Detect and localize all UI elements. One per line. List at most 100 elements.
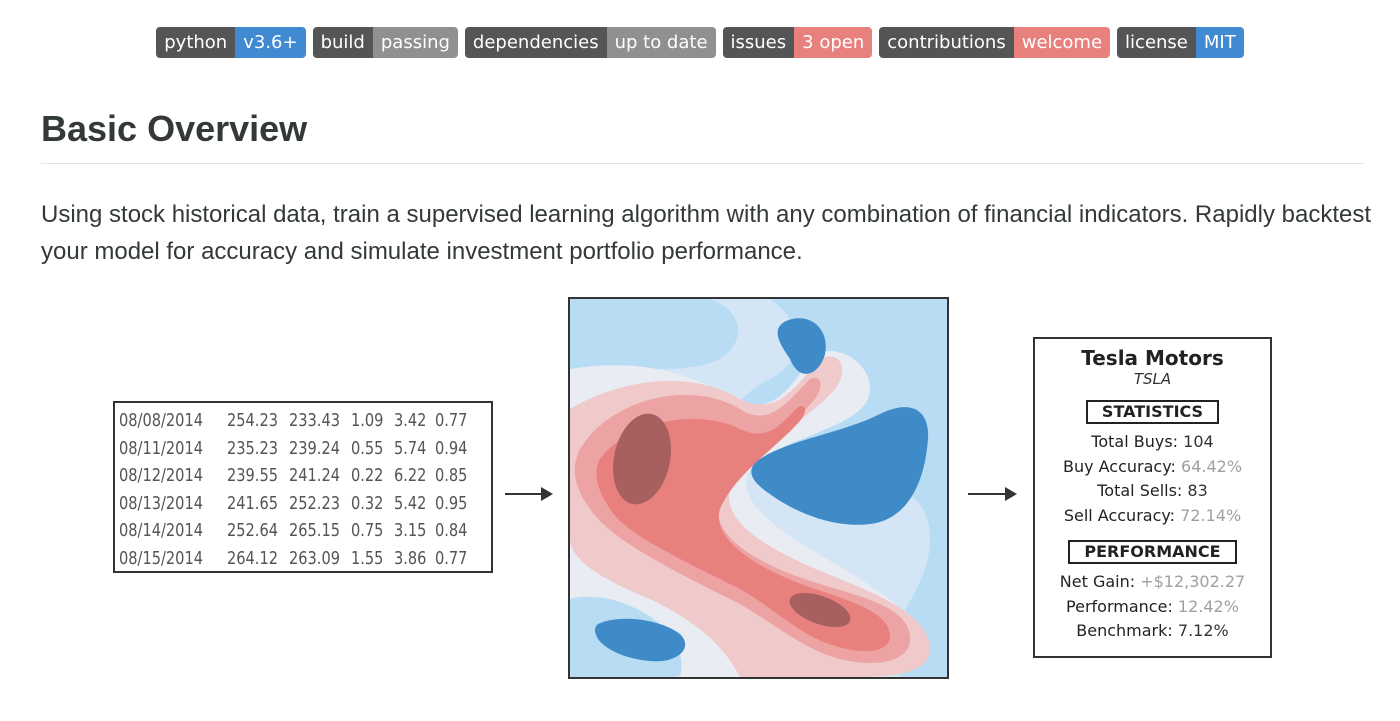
stat-value: 12.42% [1177, 596, 1239, 616]
table-cell: 241.24 [289, 465, 340, 486]
table-cell: 5.74 [394, 437, 427, 459]
table-row: 08/14/2014 252.64 265.15 0.75 3.15 0.84 [119, 517, 491, 545]
table-cell: 3.15 [394, 520, 427, 541]
table-cell: 241.65 [227, 492, 278, 514]
heatmap-blue-light [570, 299, 739, 379]
heading-divider [41, 163, 1364, 164]
table-cell: 08/14/2014 [119, 520, 203, 541]
table-cell: 1.55 [351, 547, 384, 569]
stat-value: 83 [1187, 481, 1208, 500]
stat-value: 72.14% [1180, 505, 1242, 525]
section-heading: Basic Overview [41, 108, 308, 149]
stat-value: 104 [1183, 432, 1214, 451]
stat-total-buys: Total Buys: 104 [1035, 430, 1270, 455]
stat-label: Net Gain: [1059, 572, 1136, 591]
stat-value: 64.42% [1181, 456, 1243, 476]
badge-label: dependencies [464, 27, 607, 58]
table-cell: 0.94 [435, 437, 468, 459]
badge-value: passing [372, 27, 458, 58]
stat-performance: Performance: 12.42% [1035, 595, 1270, 620]
company-name: Tesla Motors [1081, 346, 1224, 370]
table-cell: 08/08/2014 [119, 410, 203, 431]
table-row: 08/12/2014 239.55 241.24 0.22 6.22 0.85 [119, 462, 491, 490]
heatmap-blue-dark [751, 407, 929, 525]
contributions-badge[interactable]: contributions welcome [879, 27, 1111, 58]
table-cell: 235.23 [227, 437, 278, 459]
table-cell: 08/11/2014 [119, 437, 203, 459]
issues-badge[interactable]: issues 3 open [722, 27, 873, 58]
stat-buy-accuracy: Buy Accuracy: 64.42% [1035, 455, 1270, 480]
table-cell: 0.77 [435, 410, 468, 431]
heatmap-red-dark [612, 413, 672, 505]
table-cell: 265.15 [289, 520, 340, 541]
table-cell: 264.12 [227, 547, 278, 569]
section-description: Using stock historical data, train a sup… [41, 201, 1371, 265]
table-cell: 08/15/2014 [119, 547, 203, 569]
table-cell: 263.09 [289, 547, 340, 569]
heatmap-blue-dark [595, 618, 686, 662]
table-row: 08/15/2014 264.12 263.09 1.55 3.86 0.77 [119, 545, 491, 573]
badge-label: python [156, 27, 236, 58]
heatmap-graphic [570, 299, 947, 677]
table-cell: 0.84 [435, 520, 468, 541]
table-cell: 5.42 [394, 492, 427, 514]
dependencies-badge[interactable]: dependencies up to date [464, 27, 716, 58]
stat-net-gain: Net Gain: +$12,302.27 [1035, 570, 1270, 595]
build-status-badge[interactable]: build passing [312, 27, 458, 58]
table-cell: 0.55 [351, 437, 384, 459]
table-cell: 0.77 [435, 547, 468, 569]
table-cell: 0.85 [435, 465, 468, 486]
table-cell: 233.43 [289, 410, 340, 431]
heatmap-blue-dark [777, 318, 826, 374]
stat-label: Buy Accuracy: [1062, 456, 1176, 476]
table-cell: 254.23 [227, 410, 278, 431]
table-row: 08/11/2014 235.23 239.24 0.55 5.74 0.94 [119, 435, 491, 463]
table-cell: 0.32 [351, 492, 384, 514]
badge-label: issues [722, 27, 795, 58]
badge-value: up to date [606, 27, 716, 58]
table-cell: 3.42 [394, 410, 427, 431]
table-cell: 0.75 [351, 520, 384, 541]
table-row: 08/13/2014 241.65 252.23 0.32 5.42 0.95 [119, 490, 491, 518]
table-cell: 08/12/2014 [119, 465, 203, 486]
arrow-right-icon [968, 487, 1017, 501]
model-heatmap [568, 297, 949, 679]
badge-value: MIT [1195, 27, 1244, 58]
badge-label: license [1117, 27, 1196, 58]
badge-value: welcome [1013, 27, 1111, 58]
stat-total-sells: Total Sells: 83 [1035, 479, 1270, 504]
table-cell: 1.09 [351, 410, 384, 431]
stat-sell-accuracy: Sell Accuracy: 72.14% [1035, 504, 1270, 529]
badge-row: python v3.6+ build passing dependencies … [0, 27, 1400, 58]
ticker-symbol: TSLA [1133, 370, 1172, 388]
badge-value: 3 open [794, 27, 873, 58]
heatmap-red-strong [596, 405, 890, 652]
table-cell: 252.23 [289, 492, 340, 514]
stat-label: Performance: [1066, 596, 1173, 616]
stat-label: Total Buys: [1091, 432, 1179, 451]
heatmap-red-dark [789, 592, 851, 628]
table-cell: 239.24 [289, 437, 340, 459]
historical-data-table: 08/08/2014 254.23 233.43 1.09 3.42 0.77 … [113, 401, 493, 573]
table-cell: 0.95 [435, 492, 468, 514]
stat-value: +$12,302.27 [1140, 572, 1246, 591]
table-cell: 3.86 [394, 547, 427, 569]
stat-benchmark: Benchmark: 7.12% [1035, 619, 1270, 644]
stat-label: Benchmark: [1076, 621, 1173, 640]
license-badge[interactable]: license MIT [1117, 27, 1244, 58]
badge-value: v3.6+ [235, 27, 306, 58]
statistics-header: STATISTICS [1085, 400, 1220, 424]
arrow-right-icon [505, 487, 553, 501]
table-cell: 239.55 [227, 465, 278, 486]
python-version-badge[interactable]: python v3.6+ [156, 27, 306, 58]
stat-label: Sell Accuracy: [1063, 505, 1176, 525]
table-row: 08/08/2014 254.23 233.43 1.09 3.42 0.77 [119, 407, 491, 435]
performance-header: PERFORMANCE [1068, 540, 1237, 564]
table-cell: 0.22 [351, 465, 384, 486]
stat-label: Total Sells: [1097, 481, 1183, 500]
table-cell: 08/13/2014 [119, 492, 203, 514]
table-cell: 6.22 [394, 465, 427, 486]
stats-card: Tesla Motors TSLA STATISTICS Total Buys:… [1033, 337, 1272, 658]
stat-value: 7.12% [1177, 621, 1229, 640]
table-cell: 252.64 [227, 520, 278, 541]
